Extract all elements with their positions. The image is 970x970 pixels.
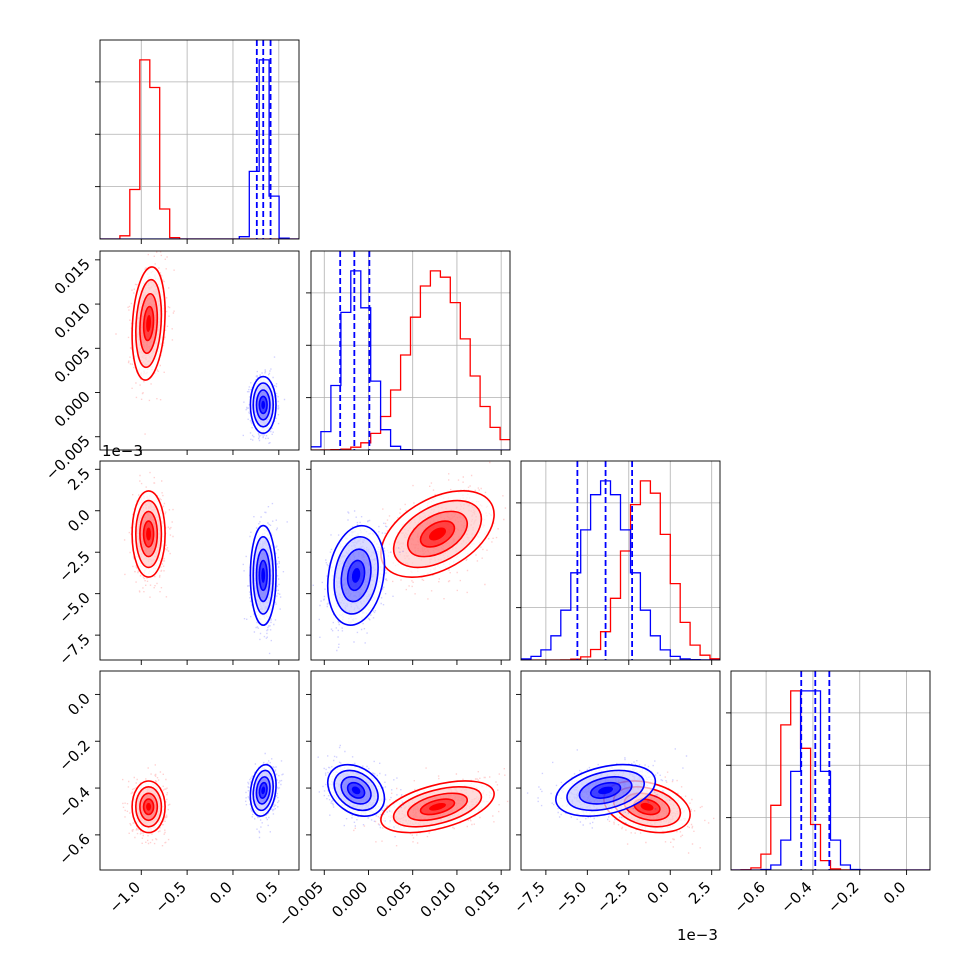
panel-2d-3-2 [526, 748, 715, 854]
y-tick-label-var3-2: −0.2 [55, 736, 93, 774]
x-tick-label-var2-2: −2.5 [593, 878, 631, 916]
x-tick-label-var2-0: −7.5 [510, 878, 548, 916]
density-peak-red-3-1 [429, 802, 446, 811]
density-peak-blue-2-0 [261, 567, 266, 583]
x-tick-label-var0-2: 0.0 [206, 878, 236, 908]
density-peak-red-2-0 [146, 527, 152, 541]
y-tick-label-var3-0: −0.6 [55, 830, 93, 868]
histogram-blue-3 [731, 690, 930, 870]
y-tick-label-var2-1: −5.0 [55, 589, 93, 627]
panel-frame-3-3 [730, 670, 931, 871]
x-tick-label-var1-2: 0.005 [372, 878, 415, 921]
panel-bg-0-0 [100, 40, 299, 239]
panel-frame-1-0 [99, 250, 300, 451]
panel-frame-2-1 [310, 460, 511, 661]
histogram-blue-1 [311, 270, 510, 450]
density-peak-blue-1-0 [261, 400, 266, 410]
histogram-blue-2 [521, 480, 720, 660]
x-tick-label-var3-3: 0.0 [880, 878, 910, 908]
density-peak-red-3-0 [146, 802, 152, 811]
density-peak-blue-3-1 [351, 786, 361, 795]
density-peak-blue-3-0 [261, 786, 266, 795]
panel-frame-3-2 [520, 670, 721, 871]
x-tick-label-var2-3: 0.0 [643, 878, 673, 908]
x-tick-label-var1-1: 0.000 [328, 878, 371, 921]
panel-frame-3-1 [310, 670, 511, 871]
x-tick-label-var2-4: 2.5 [685, 878, 715, 908]
x-tick-label-var0-0: −1.0 [106, 878, 144, 916]
x-tick-label-var1-3: 0.010 [417, 878, 460, 921]
panel-2d-2-1 [312, 461, 510, 652]
panel-frame-3-0 [99, 670, 300, 871]
y-tick-label-var2-3: 0.0 [64, 506, 94, 536]
density-peak-blue-2-1 [351, 567, 361, 583]
histogram-panel-3 [731, 671, 930, 870]
y-tick-label-var2-0: −7.5 [55, 630, 93, 668]
y-tick-label-var1-4: 0.015 [51, 255, 94, 298]
y-tick-label-var1-3: 0.010 [51, 299, 94, 342]
histogram-panel-0 [100, 40, 299, 239]
panel-2d-2-0 [123, 471, 288, 655]
x-tick-label-var3-1: −0.4 [777, 878, 815, 916]
panel-2d-3-0 [122, 752, 284, 847]
panel-frame-0-0 [99, 39, 300, 240]
histogram-red-3 [731, 690, 930, 870]
y-tick-label-var3-1: −0.4 [55, 783, 93, 821]
histogram-red-1 [311, 270, 510, 450]
x-tick-label-var0-3: 0.5 [252, 878, 282, 908]
density-peak-blue-3-2 [598, 786, 614, 795]
panel-frame-2-0 [99, 460, 300, 661]
x-tick-label-var3-2: −0.2 [824, 878, 862, 916]
y-tick-label-var1-2: 0.005 [51, 343, 94, 386]
marks-layer [100, 40, 930, 870]
density-peak-red-3-2 [640, 802, 654, 811]
y-axis-offset-label-var2: 1e−3 [102, 442, 143, 460]
y-tick-label-var2-2: −2.5 [55, 547, 93, 585]
density-peak-red-1-0 [146, 315, 152, 332]
panel-frame-2-2 [520, 460, 721, 661]
panel-frame-1-1 [310, 250, 511, 451]
y-tick-label-var1-1: 0.000 [51, 388, 94, 431]
panel-2d-1-0 [115, 251, 286, 450]
x-tick-label-var3-0: −0.6 [730, 878, 768, 916]
x-axis-offset-label-var2: 1e−3 [677, 926, 718, 944]
histogram-panel-1 [311, 251, 510, 450]
y-tick-label-var3-3: 0.0 [64, 690, 94, 720]
x-tick-label-var0-1: −0.5 [151, 878, 189, 916]
x-tick-label-var1-4: 0.015 [461, 878, 504, 921]
x-tick-label-var2-1: −5.0 [552, 878, 590, 916]
histogram-red-0 [100, 59, 299, 239]
x-tick-label-var1-0: −0.005 [275, 878, 327, 930]
histogram-blue-0 [100, 59, 299, 239]
panel-2d-3-1 [311, 744, 509, 847]
background-layer [100, 40, 930, 870]
density-peak-red-2-1 [428, 527, 447, 541]
